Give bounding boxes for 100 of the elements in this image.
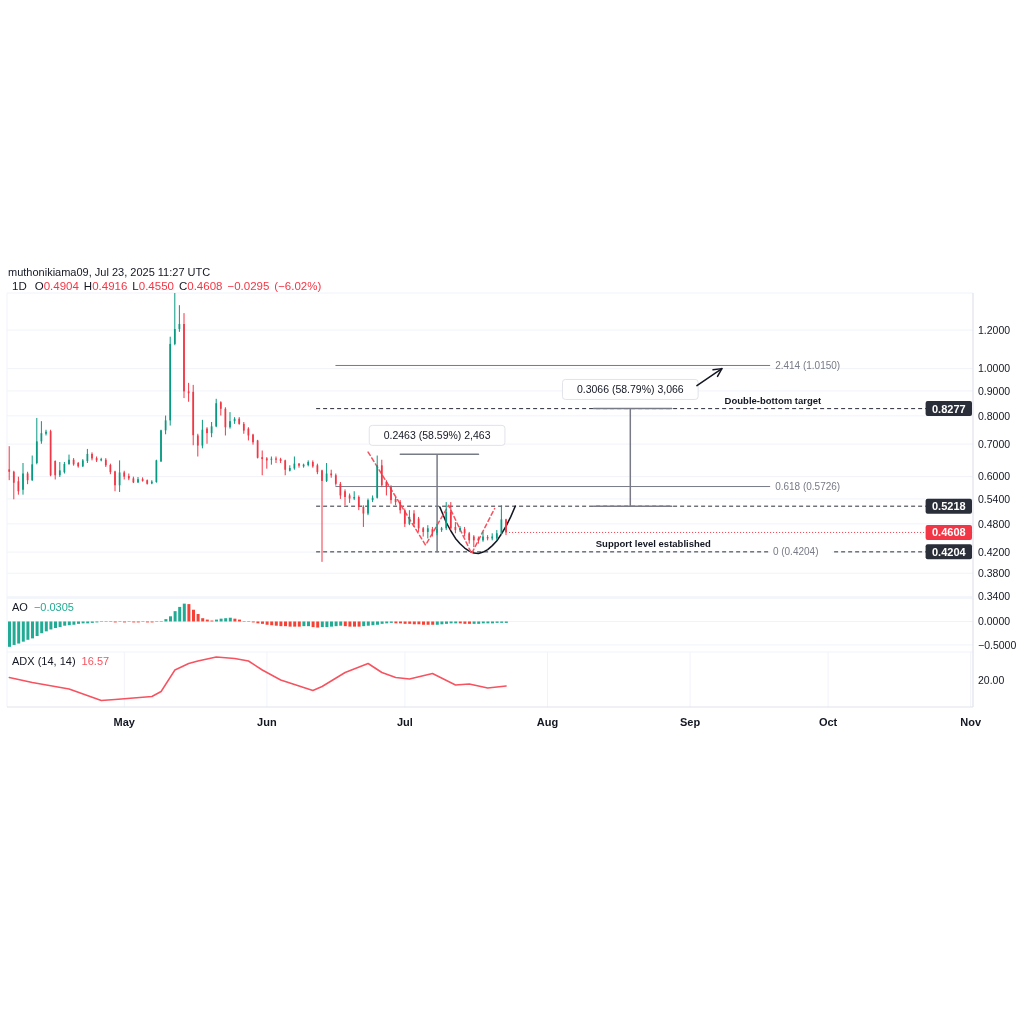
bar [293,621,297,627]
candlestick [403,508,406,528]
bar [417,621,421,625]
x-tick-label: Jun [257,715,277,728]
candlestick [45,429,47,436]
bar [224,618,228,622]
candlestick [206,426,208,445]
candlestick [367,498,369,516]
candlestick [445,501,448,531]
candlestick [390,484,392,505]
candlestick [436,523,438,536]
annotation: 16.57 [81,655,110,667]
bar [77,621,80,624]
bar [348,621,352,627]
series-label: ADX (14, 14) [12,655,76,667]
candlestick [68,454,70,465]
ref-line-label: 0.5218 [931,500,966,513]
bar [270,621,274,626]
bar [8,621,11,647]
bar [380,621,384,624]
bar [371,621,375,626]
bar [316,621,320,628]
annotation: 0 (0.4204) [772,546,819,558]
bar [279,621,283,627]
annotation: 0.2463 (58.59%) 2,463 [383,429,491,442]
bar [463,621,467,624]
candlestick [114,470,116,492]
line-series [367,451,496,555]
bar [12,621,16,645]
line-series [439,505,517,555]
x-tick-label: Nov [960,715,982,728]
bar [44,621,48,632]
x-tick-label: Aug [536,715,559,728]
bar [187,604,191,622]
chart-subtitle: O0.4904 H0.4916 L0.4550 C0.4608 −0.0295 (−6.02%) [34,279,322,293]
y-tick-label: 1.2000 [978,323,1011,336]
bar [477,621,481,624]
chart-title: 1D [12,280,27,292]
y-tick-label: 0.3400 [978,590,1011,603]
bar [178,606,182,622]
candlestick [275,456,277,464]
y-tick-label: 1.0000 [978,362,1011,375]
bar [17,621,21,644]
ref-line-label: 2.414 (1.0150) [775,359,841,371]
bar [173,611,177,622]
bar [320,621,324,628]
candlestick [321,469,323,563]
annotation: −0.0305 [33,601,74,613]
bar [58,621,62,628]
bar [196,613,200,622]
y-tick-label: 0.3800 [978,566,1011,579]
ref-line-label: 0.618 (0.5726) [775,481,841,493]
series-label: AO [12,601,28,613]
y-tick-label: 0.8000 [978,409,1011,422]
bar [334,621,338,627]
candlestick [160,429,162,463]
annotation: 0.3066 (58.79%) 3,066 [576,383,684,396]
bar [21,621,25,642]
y-tick-label: 0.4200 [978,545,1011,558]
candlestick [215,398,218,428]
y-tick-label: −0.5000 [978,638,1017,651]
bar [26,621,30,640]
annotation: 0.4608 [931,526,966,539]
candlestick [12,470,15,500]
bar [357,621,361,627]
candlestick [505,518,507,536]
annotation: Double-bottom target [724,394,823,406]
ref-line-label: 0.8277 [931,402,966,415]
annotation: Support level established [595,537,712,549]
candlestick [229,411,231,430]
bar [297,621,301,627]
candlestick [459,525,461,533]
bar [288,621,292,627]
bar [472,621,476,624]
candlestick [344,488,346,506]
bar [362,621,366,627]
bar [366,621,370,626]
bar [265,621,269,625]
candlestick [298,462,300,469]
bar [63,621,67,626]
bar [343,621,347,627]
x-tick-label: Jul [396,715,413,728]
bar [67,621,71,626]
y-tick-label: 0.7000 [978,437,1011,450]
candlestick [173,293,176,346]
bar [192,609,195,622]
bar [376,621,379,625]
candlestick [91,451,93,461]
candlestick [380,459,383,488]
x-tick-label: Sep [680,715,701,728]
bar [445,621,448,624]
bar [284,621,287,627]
bar [422,621,425,625]
candlestick [54,459,57,480]
candlestick [8,445,11,481]
bar [307,621,310,627]
y-tick-label: 0.9000 [978,384,1011,397]
bar [426,621,430,625]
y-tick-label: 0.0000 [978,615,1011,628]
x-tick-label: Oct [818,715,838,728]
